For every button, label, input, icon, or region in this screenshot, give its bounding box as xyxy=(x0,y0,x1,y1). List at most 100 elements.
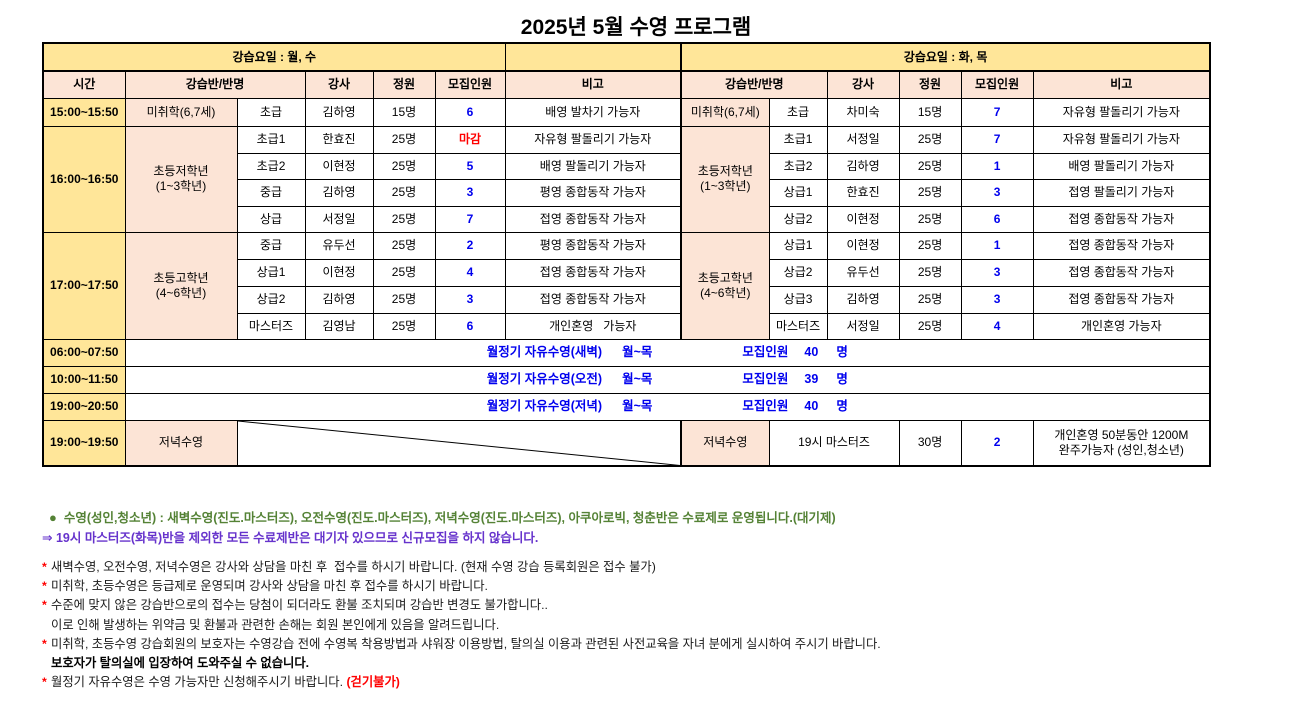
footer-note-item: 이로 인해 발생하는 위약금 및 환불과 관련한 손해는 회원 본인에게 있음을… xyxy=(42,616,881,635)
col-header-note-left: 비고 xyxy=(504,70,682,99)
cell-recruit: 2 xyxy=(434,231,506,260)
cell-recruit: 4 xyxy=(960,312,1034,340)
cell-note: 접영 종합동작 가능자 xyxy=(1032,285,1211,314)
cell-recruit: 1 xyxy=(960,231,1034,260)
cell-instructor: 김하영 xyxy=(304,178,374,207)
free-swim-recruit-label: 모집인원 xyxy=(742,398,789,413)
cell-group-left: 저녁수영 xyxy=(124,419,238,467)
asterisk-icon: * xyxy=(42,560,47,574)
cell-group-left: 초등저학년 (1~3학년) xyxy=(124,125,238,233)
cell-instructor: 서정일 xyxy=(826,125,900,154)
cell-instructor: 서정일 xyxy=(826,312,900,340)
cell-note: 접영 종합동작 가능자 xyxy=(1032,205,1211,233)
cell-level: 중급 xyxy=(236,231,306,260)
footer-note-item: * 새벽수영, 오전수영, 저녁수영은 강사와 상담을 마친 후 접수를 하시기 … xyxy=(42,558,881,577)
free-swim-unit: 명 xyxy=(836,398,848,413)
cell-note: 개인혼영 가능자 xyxy=(504,312,682,340)
cell-instructor: 차미숙 xyxy=(826,97,900,127)
cell-level: 초급1 xyxy=(768,125,828,154)
cell-group-left: 미취학(6,7세) xyxy=(124,97,238,127)
day-header-left: 강습요일 : 월, 수 xyxy=(42,42,506,72)
row-upper-elementary-1: 17:00~17:50 초등고학년 (4~6학년) 중급 유두선 25명 2 평… xyxy=(42,231,1211,340)
cell-note: 자유형 팔돌리기 가능자 xyxy=(1032,125,1211,154)
footer-note-green-text: 수영(성인,청소년) : 새벽수영(진도.마스터즈), 오전수영(진도.마스터즈… xyxy=(63,511,836,525)
cell-recruit: 7 xyxy=(960,97,1034,127)
cell-level: 중급 xyxy=(236,178,306,207)
cell-group-right: 초등고학년 (4~6학년) xyxy=(680,231,770,340)
cell-note: 접영 종합동작 가능자 xyxy=(1032,258,1211,287)
cell-recruit: 7 xyxy=(960,125,1034,154)
col-header-recruit-left: 모집인원 xyxy=(434,70,506,99)
footer-note-text: 미취학, 초등수영 강습회원의 보호자는 수영강습 전에 수영복 착용방법과 샤… xyxy=(51,636,881,651)
cell-instructor: 이현정 xyxy=(826,205,900,233)
cell-instructor: 이현정 xyxy=(826,231,900,260)
asterisk-icon: * xyxy=(42,636,47,651)
asterisk-icon: * xyxy=(42,598,47,613)
free-swim-days: 월~목 xyxy=(622,371,653,386)
cell-instructor: 한효진 xyxy=(826,178,900,207)
cell-recruit: 5 xyxy=(434,152,506,180)
cell-recruit: 3 xyxy=(434,285,506,314)
free-swim-label: 월정기 자유수영(새벽) xyxy=(486,344,603,359)
free-swim-unit: 명 xyxy=(836,344,848,359)
free-swim-days: 월~목 xyxy=(622,398,653,413)
row-evening-swim: 19:00~19:50 저녁수영 저녁수영 19시 마스터즈 30명 2 개인혼… xyxy=(42,419,1211,467)
cell-free-swim: 월정기 자유수영(새벽) 월~목 모집인원 40 명 xyxy=(124,338,1211,367)
cell-instructor: 김하영 xyxy=(826,285,900,314)
cell-recruit: 2 xyxy=(960,419,1034,467)
free-swim-count: 40 xyxy=(804,398,819,413)
cell-recruit: 3 xyxy=(960,258,1034,287)
row-free-swim-morning: 10:00~11:50 월정기 자유수영(오전) 월~목 모집인원 39 명 xyxy=(42,365,1211,394)
cell-recruit: 4 xyxy=(434,258,506,287)
cell-instructor: 한효진 xyxy=(304,125,374,154)
cell-level: 초급 xyxy=(768,97,828,127)
cell-note: 접영 종합동작 가능자 xyxy=(1032,231,1211,260)
cell-capacity: 25명 xyxy=(898,178,962,207)
free-swim-recruit-label: 모집인원 xyxy=(742,344,789,359)
cell-level: 상급2 xyxy=(768,258,828,287)
footer-note-green: ● 수영(성인,청소년) : 새벽수영(진도.마스터즈), 오전수영(진도.마스터… xyxy=(42,493,836,526)
cell-instructor: 이현정 xyxy=(304,152,374,180)
cell-level: 초급2 xyxy=(768,152,828,180)
footer-note-item: 보호자가 탈의실에 입장하여 도와주실 수 없습니다. xyxy=(42,654,881,673)
cell-not-available xyxy=(236,419,682,467)
row-free-swim-evening: 19:00~20:50 월정기 자유수영(저녁) 월~목 모집인원 40 명 xyxy=(42,392,1211,421)
cell-note: 개인혼영 가능자 xyxy=(1032,312,1211,340)
footer-note-item: * 월정기 자유수영은 수영 가능자만 신청해주시기 바랍니다. (걷기불가) xyxy=(42,673,881,692)
footer-note-red-suffix: (걷기불가) xyxy=(346,675,400,690)
footer-note-text: 미취학, 초등수영은 등급제로 운영되며 강사와 상담을 마친 후 접수를 하시… xyxy=(51,579,488,594)
cell-recruit-closed: 마감 xyxy=(434,125,506,154)
cell-time: 19:00~19:50 xyxy=(42,419,126,467)
cell-group-right: 미취학(6,7세) xyxy=(680,97,770,127)
swim-program-table: 강습요일 : 월, 수 강습요일 : 화, 목 시간 강습반/반명 강사 정원 … xyxy=(42,42,1212,467)
footer-note-text: 월정기 자유수영은 수영 가능자만 신청해주시기 바랍니다. xyxy=(51,675,347,690)
col-header-recruit-right: 모집인원 xyxy=(960,70,1034,99)
day-header-row: 강습요일 : 월, 수 강습요일 : 화, 목 xyxy=(42,42,1211,72)
footer-note-text: 수준에 맞지 않은 강습반으로의 접수는 당첨이 되더라도 환불 조치되며 강습… xyxy=(51,598,548,613)
cell-note: 접영 종합동작 가능자 xyxy=(504,285,682,314)
bullet-icon: ● xyxy=(48,510,57,525)
cell-capacity: 25명 xyxy=(898,312,962,340)
cell-capacity: 25명 xyxy=(898,258,962,287)
cell-free-swim: 월정기 자유수영(저녁) 월~목 모집인원 40 명 xyxy=(124,392,1211,421)
cell-instructor: 유두선 xyxy=(826,258,900,287)
footer-note-text-bold: 보호자가 탈의실에 입장하여 도와주실 수 없습니다. xyxy=(51,655,310,670)
cell-instructor: 이현정 xyxy=(304,258,374,287)
cell-capacity: 25명 xyxy=(372,258,436,287)
cell-level: 상급2 xyxy=(768,205,828,233)
asterisk-icon: * xyxy=(42,675,47,690)
col-header-note-right: 비고 xyxy=(1032,70,1211,99)
row-upper-elementary-3: 상급2 김하영 25명 3 접영 종합동작 가능자 상급3 김하영 25명 3 … xyxy=(43,285,1211,314)
cell-recruit: 3 xyxy=(434,178,506,207)
row-free-swim-dawn: 06:00~07:50 월정기 자유수영(새벽) 월~목 모집인원 40 명 xyxy=(42,338,1211,367)
row-lower-elementary-1: 16:00~16:50 초등저학년 (1~3학년) 초급1 한효진 25명 마감… xyxy=(42,125,1211,233)
cell-level: 마스터즈 xyxy=(236,312,306,340)
free-swim-line: 월정기 자유수영(오전) 월~목 모집인원 39 명 xyxy=(126,371,1209,388)
cell-capacity: 25명 xyxy=(898,205,962,233)
cell-time: 17:00~17:50 xyxy=(42,231,126,340)
free-swim-line: 월정기 자유수영(새벽) 월~목 모집인원 40 명 xyxy=(126,344,1209,361)
cell-capacity: 25명 xyxy=(372,152,436,180)
cell-capacity: 25명 xyxy=(372,178,436,207)
cell-level: 초급1 xyxy=(236,125,306,154)
cell-capacity: 25명 xyxy=(898,285,962,314)
